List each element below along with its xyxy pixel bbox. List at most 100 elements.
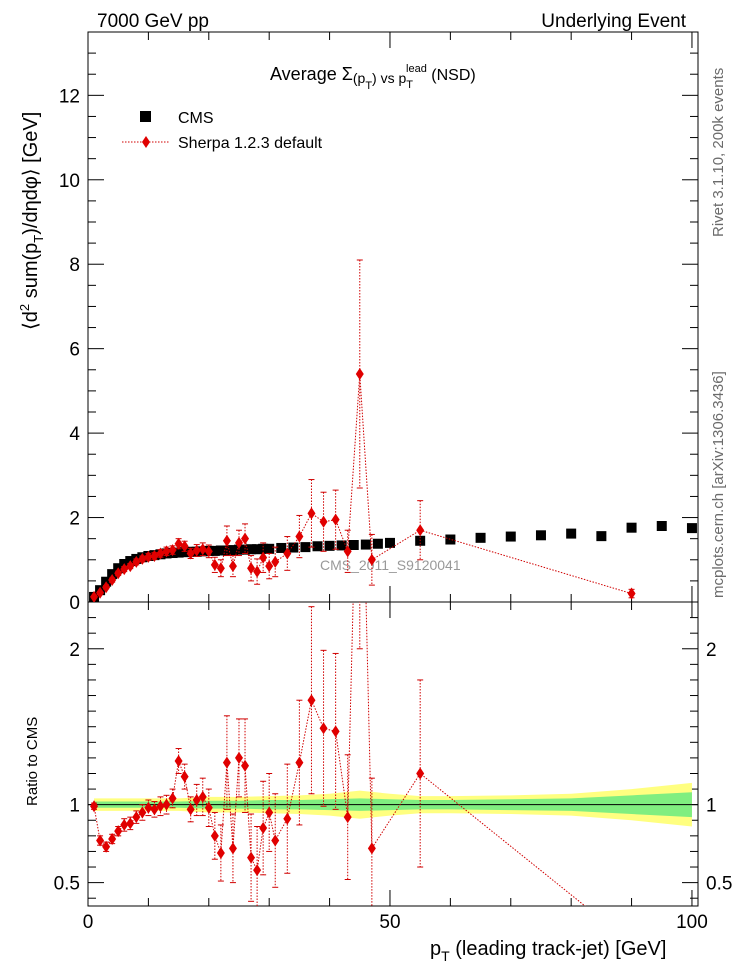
sherpa-ratio-point [259, 822, 268, 835]
sherpa-ratio-point [168, 792, 177, 805]
cms-point [505, 531, 516, 542]
sherpa-ratio-point [234, 751, 243, 764]
cms-point [360, 539, 371, 550]
sherpa-point [216, 562, 225, 575]
side-label-rivet: Rivet 3.1.10, 200k events [710, 68, 727, 237]
sherpa-point [168, 544, 177, 557]
ratio-y-axis-label: Ratio to CMS [24, 717, 41, 806]
sherpa-ratio-point [283, 812, 292, 825]
sherpa-line [93, 373, 632, 598]
cms-point [384, 537, 395, 548]
sherpa-ratio-point [180, 770, 189, 783]
legend-sherpa-marker [142, 136, 150, 148]
main-y-tick-label: 6 [69, 340, 80, 361]
sherpa-point [247, 562, 256, 575]
sherpa-ratio-point [216, 846, 225, 859]
main-y-tick-label: 12 [59, 86, 80, 107]
sherpa-point [307, 507, 316, 520]
main-y-tick-label: 0 [69, 593, 80, 614]
sherpa-point [150, 549, 159, 562]
sherpa-point [108, 574, 117, 587]
cms-point [336, 540, 347, 551]
sherpa-ratio-point [132, 811, 141, 824]
analysis-watermark: CMS_2011_S9120041 [320, 557, 461, 573]
cms-point [445, 534, 456, 545]
sherpa-point [343, 545, 352, 558]
side-label-mcplots: mcplots.cern.ch [arXiv:1306.3436] [710, 371, 727, 598]
x-tick-label: 100 [676, 912, 708, 933]
sherpa-ratio-point [228, 842, 237, 855]
sherpa-point [156, 547, 165, 560]
main-y-tick-label: 8 [69, 255, 80, 276]
sherpa-ratio-series [90, 602, 586, 906]
sherpa-series [90, 259, 636, 602]
sherpa-ratio-point [241, 759, 250, 772]
cms-point [173, 547, 184, 558]
sherpa-point [174, 537, 183, 550]
sherpa-ratio-point [210, 829, 219, 842]
x-tick-label: 0 [83, 912, 94, 933]
sherpa-ratio-point [343, 811, 352, 824]
sherpa-point [144, 550, 153, 563]
sherpa-ratio-point [198, 790, 207, 803]
sherpa-ratio-point [162, 798, 171, 811]
sherpa-point [283, 547, 292, 560]
cms-point [258, 543, 269, 554]
cms-point [246, 544, 257, 555]
sherpa-ratio-point [102, 840, 111, 853]
sherpa-ratio-point [138, 806, 147, 819]
cms-point [240, 544, 251, 555]
cms-point [252, 544, 263, 555]
x-axis-label: pT (leading track-jet) [GeV] [430, 938, 666, 964]
cms-point [288, 542, 299, 553]
cms-point [656, 521, 667, 531]
cms-point [276, 542, 287, 553]
sherpa-ratio-point [367, 842, 376, 855]
sherpa-point [96, 586, 105, 599]
sherpa-point [102, 581, 111, 594]
sherpa-ratio-point [186, 803, 195, 816]
ratio-y-tick-label: 0.5 [54, 874, 80, 895]
sherpa-ratio-point [126, 817, 135, 830]
sherpa-point [253, 565, 262, 578]
legend-sherpa-label: Sherpa 1.2.3 default [178, 135, 323, 152]
sherpa-ratio-point [319, 722, 328, 735]
sherpa-point [367, 553, 376, 566]
sherpa-point [186, 547, 195, 560]
sherpa-point [295, 530, 304, 543]
sherpa-ratio-point [307, 694, 316, 707]
main-title: Average Σ(pT) vs pTlead (NSD) [270, 63, 476, 92]
sherpa-point [132, 555, 141, 568]
sherpa-ratio-point [144, 801, 153, 814]
sherpa-ratio-point [265, 806, 274, 819]
sherpa-ratio-point [156, 800, 165, 813]
cms-point [475, 532, 486, 543]
sherpa-point [126, 560, 135, 573]
cms-point [215, 545, 226, 556]
sherpa-point [228, 560, 237, 573]
main-y-axis-label: ⟨d2 sum(pT)/dηdφ⟩ [GeV] [17, 112, 46, 330]
ratio-plot-frame [87, 601, 699, 907]
sherpa-ratio-point [192, 793, 201, 806]
main-axes: 0 2 4 6 8 10 12 [59, 32, 698, 614]
sherpa-point [331, 513, 340, 526]
sherpa-ratio-point [331, 725, 340, 738]
sherpa-ratio-point [416, 767, 425, 780]
legend-cms-label: CMS [178, 110, 214, 127]
cms-point [264, 543, 275, 554]
sherpa-point [198, 543, 207, 556]
sherpa-ratio-point [96, 834, 105, 847]
sherpa-ratio-point [150, 803, 159, 816]
cms-point [227, 545, 238, 556]
sherpa-ratio-point [253, 864, 262, 877]
sherpa-point [627, 587, 636, 600]
sherpa-ratio-point [174, 755, 183, 768]
x-tick-label: 50 [379, 912, 400, 933]
sherpa-point [162, 545, 171, 558]
sherpa-ratio-point [295, 756, 304, 769]
sherpa-point [90, 590, 99, 602]
cms-point [372, 538, 383, 549]
sherpa-point [355, 368, 364, 380]
ratio-axes: 0.5 0.5 1 1 2 2 0 50 100 [54, 602, 732, 933]
sherpa-point [120, 563, 129, 576]
